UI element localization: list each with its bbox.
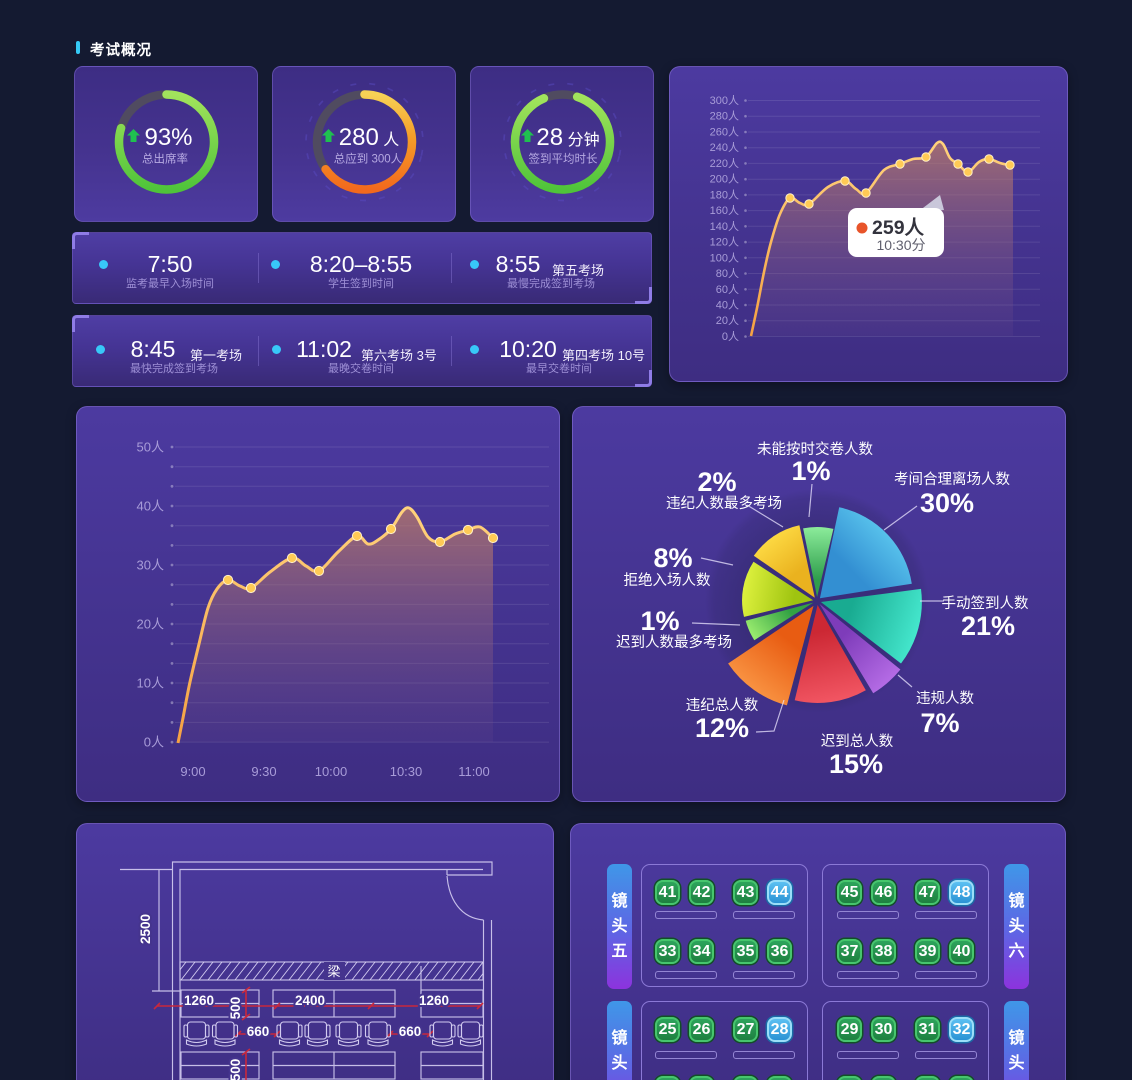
svg-text:违规人数: 违规人数 bbox=[916, 690, 974, 707]
svg-text:1%: 1% bbox=[640, 606, 679, 636]
svg-text:100人: 100人 bbox=[710, 251, 739, 264]
svg-text:12%: 12% bbox=[695, 713, 749, 743]
svg-text:300人: 300人 bbox=[710, 94, 739, 107]
svg-text:259人: 259人 bbox=[872, 216, 925, 239]
svg-text:1260: 1260 bbox=[184, 993, 214, 1008]
svg-text:1%: 1% bbox=[791, 456, 830, 486]
svg-text:280 人: 280 人 bbox=[339, 124, 400, 151]
svg-text:140人: 140人 bbox=[710, 220, 739, 233]
svg-text:260人: 260人 bbox=[710, 126, 739, 139]
svg-text:违纪人数最多考场: 违纪人数最多考场 bbox=[666, 495, 782, 512]
svg-text:200人: 200人 bbox=[710, 173, 739, 186]
svg-text:签到平均时长: 签到平均时长 bbox=[529, 152, 598, 166]
svg-text:0人: 0人 bbox=[722, 330, 739, 343]
svg-text:15%: 15% bbox=[829, 749, 883, 779]
svg-text:迟到人数最多考场: 迟到人数最多考场 bbox=[616, 634, 732, 651]
svg-text:500: 500 bbox=[228, 1059, 243, 1080]
svg-text:500: 500 bbox=[228, 997, 243, 1020]
svg-text:8%: 8% bbox=[653, 543, 692, 573]
svg-text:拒绝入场人数: 拒绝入场人数 bbox=[624, 572, 711, 589]
svg-text:0人: 0人 bbox=[144, 735, 164, 750]
svg-text:20人: 20人 bbox=[137, 617, 164, 632]
svg-text:160人: 160人 bbox=[710, 204, 739, 217]
svg-text:手动签到人数: 手动签到人数 bbox=[942, 595, 1029, 612]
svg-text:10人: 10人 bbox=[137, 676, 164, 691]
svg-text:2%: 2% bbox=[697, 467, 736, 497]
svg-text:50人: 50人 bbox=[137, 440, 164, 455]
svg-text:280人: 280人 bbox=[710, 110, 739, 123]
svg-text:10:00: 10:00 bbox=[315, 764, 348, 779]
svg-text:9:30: 9:30 bbox=[251, 764, 276, 779]
svg-text:240人: 240人 bbox=[710, 141, 739, 154]
svg-text:2400: 2400 bbox=[295, 993, 325, 1008]
svg-text:21%: 21% bbox=[961, 611, 1015, 641]
svg-text:40人: 40人 bbox=[137, 499, 164, 514]
svg-text:660: 660 bbox=[247, 1024, 270, 1039]
svg-text:80人: 80人 bbox=[716, 267, 739, 280]
svg-text:28 分钟: 28 分钟 bbox=[536, 124, 599, 151]
svg-text:40人: 40人 bbox=[716, 299, 739, 312]
svg-text:120人: 120人 bbox=[710, 236, 739, 249]
svg-text:考间合理离场人数: 考间合理离场人数 bbox=[894, 471, 1010, 488]
svg-text:220人: 220人 bbox=[710, 157, 739, 170]
svg-text:1260: 1260 bbox=[419, 993, 449, 1008]
svg-text:180人: 180人 bbox=[710, 188, 739, 201]
svg-text:2500: 2500 bbox=[138, 914, 153, 944]
svg-text:7%: 7% bbox=[920, 708, 959, 738]
svg-text:迟到总人数: 迟到总人数 bbox=[821, 733, 894, 750]
svg-text:660: 660 bbox=[399, 1024, 422, 1039]
svg-text:93%: 93% bbox=[144, 124, 192, 151]
svg-text:梁: 梁 bbox=[327, 964, 340, 979]
svg-text:10:30: 10:30 bbox=[390, 764, 423, 779]
svg-text:9:00: 9:00 bbox=[180, 764, 205, 779]
svg-text:总出席率: 总出席率 bbox=[142, 152, 188, 166]
svg-text:10:30分: 10:30分 bbox=[876, 237, 925, 253]
svg-text:11:00: 11:00 bbox=[458, 764, 490, 779]
svg-text:未能按时交卷人数: 未能按时交卷人数 bbox=[757, 440, 873, 458]
svg-text:30%: 30% bbox=[920, 488, 974, 518]
svg-text:60人: 60人 bbox=[716, 283, 739, 296]
svg-text:20人: 20人 bbox=[716, 314, 739, 327]
svg-text:总应到 300人: 总应到 300人 bbox=[334, 152, 403, 166]
svg-text:30人: 30人 bbox=[137, 558, 164, 573]
svg-text:违纪总人数: 违纪总人数 bbox=[686, 697, 759, 714]
